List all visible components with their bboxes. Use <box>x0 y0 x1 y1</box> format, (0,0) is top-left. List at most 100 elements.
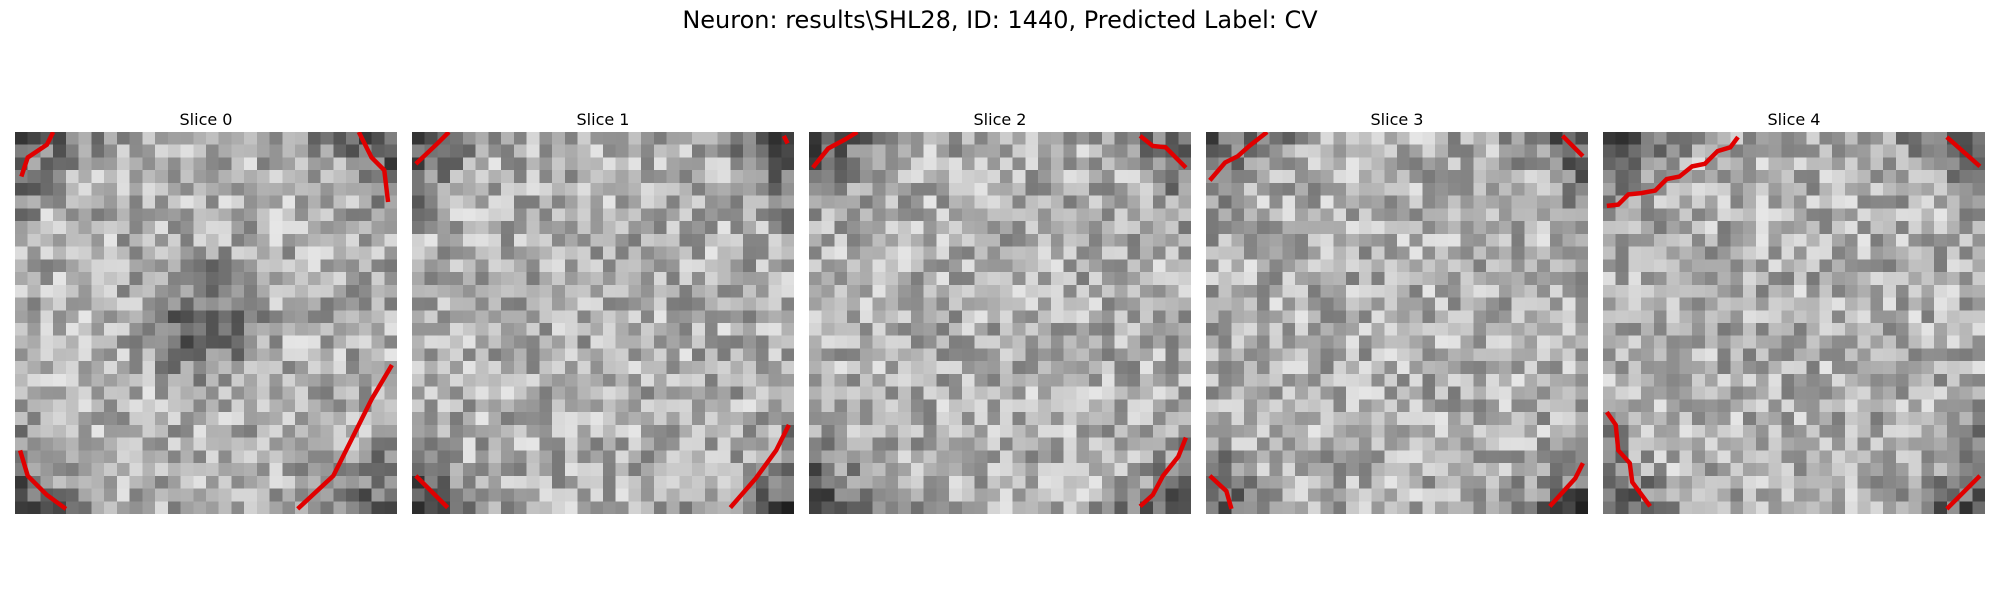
pixel <box>834 386 848 400</box>
pixel <box>1152 157 1166 171</box>
pixel <box>346 182 360 196</box>
pixel <box>475 284 489 298</box>
pixel <box>679 450 693 464</box>
pixel <box>949 399 963 413</box>
pixel <box>872 144 886 158</box>
pixel <box>1101 373 1115 387</box>
pixel <box>91 323 105 336</box>
pixel <box>1870 361 1884 375</box>
pixel <box>1384 424 1398 438</box>
pixel <box>424 335 438 349</box>
pixel <box>564 424 578 438</box>
pixel <box>333 284 347 298</box>
pixel <box>590 412 604 426</box>
pixel <box>1114 424 1128 438</box>
pixel <box>180 182 194 196</box>
pixel <box>717 361 731 375</box>
pixel <box>1307 450 1321 464</box>
pixel <box>1114 284 1128 298</box>
pixel <box>872 182 886 196</box>
pixel <box>256 335 270 349</box>
pixel <box>142 424 156 438</box>
pixel <box>53 297 67 311</box>
pixel <box>885 272 899 286</box>
pixel <box>65 272 79 286</box>
pixel <box>1152 412 1166 426</box>
pixel <box>1012 323 1026 336</box>
pixel <box>603 386 616 400</box>
pixel <box>437 259 451 273</box>
pixel <box>501 233 515 247</box>
pixel <box>488 272 502 286</box>
pixel <box>1679 501 1693 514</box>
pixel <box>1435 144 1449 158</box>
pixel <box>539 272 553 286</box>
slice-image-1 <box>412 132 794 514</box>
pixel <box>53 182 67 196</box>
pixel <box>244 170 258 184</box>
pixel <box>1549 132 1563 145</box>
pixel <box>1934 323 1948 336</box>
pixel <box>768 361 782 375</box>
pixel <box>488 501 502 514</box>
pixel <box>320 221 334 235</box>
pixel <box>1908 424 1922 438</box>
pixel <box>1921 310 1935 324</box>
pixel <box>15 297 28 311</box>
pixel <box>577 144 591 158</box>
pixel <box>704 132 718 145</box>
pixel <box>717 195 731 209</box>
pixel <box>1333 450 1347 464</box>
pixel <box>577 259 591 273</box>
pixel <box>1679 221 1693 235</box>
pixel <box>847 475 861 489</box>
pixel <box>1397 463 1410 477</box>
pixel <box>1870 501 1884 514</box>
pixel <box>256 208 270 222</box>
pixel <box>603 182 616 196</box>
pixel <box>1050 348 1064 362</box>
pixel <box>1562 348 1576 362</box>
pixel <box>1832 170 1846 184</box>
pixel <box>653 475 667 489</box>
pixel <box>1946 386 1960 400</box>
pixel <box>1165 195 1179 209</box>
pixel <box>1460 132 1474 145</box>
pixel <box>282 424 296 438</box>
pixel <box>603 157 616 171</box>
pixel <box>577 297 591 311</box>
pixel <box>1870 450 1884 464</box>
pixel <box>768 399 782 413</box>
pixel <box>1307 323 1321 336</box>
pixel <box>1076 297 1090 311</box>
pixel <box>1628 424 1642 438</box>
pixel <box>834 272 848 286</box>
pixel <box>193 246 207 260</box>
pixel <box>1025 246 1039 260</box>
pixel <box>1422 157 1436 171</box>
pixel <box>116 361 130 375</box>
pixel <box>666 386 680 400</box>
pixel <box>641 208 655 222</box>
pixel <box>1628 195 1642 209</box>
pixel <box>1282 386 1296 400</box>
pixel <box>450 182 464 196</box>
pixel <box>615 132 629 145</box>
pixel <box>1435 182 1449 196</box>
pixel <box>1231 195 1245 209</box>
pixel <box>1575 323 1588 336</box>
pixel <box>1269 310 1283 324</box>
pixel <box>1165 157 1179 171</box>
pixel <box>577 157 591 171</box>
pixel <box>781 182 794 196</box>
pixel <box>295 284 309 298</box>
pixel <box>142 450 156 464</box>
pixel <box>1921 144 1935 158</box>
pixel <box>1717 284 1731 298</box>
pixel <box>244 144 258 158</box>
pixel <box>1371 424 1385 438</box>
pixel <box>577 386 591 400</box>
pixel <box>1857 323 1871 336</box>
pixel <box>65 348 79 362</box>
pixel <box>1743 323 1757 336</box>
